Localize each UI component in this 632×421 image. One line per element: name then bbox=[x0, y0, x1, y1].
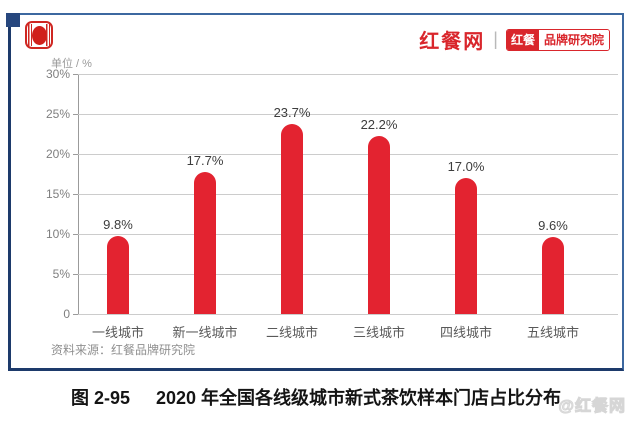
gridline bbox=[78, 314, 618, 315]
bar-value-label: 23.7% bbox=[273, 105, 311, 121]
x-category-label: 四线城市 bbox=[439, 325, 492, 340]
site-name: 红餐网 bbox=[419, 31, 486, 53]
y-axis-tick bbox=[73, 274, 78, 275]
y-tick-label: 30% bbox=[45, 67, 70, 81]
x-category-label: 五线城市 bbox=[526, 325, 579, 340]
y-axis-tick bbox=[73, 154, 78, 155]
x-category-label: 二线城市 bbox=[265, 325, 318, 340]
x-category-label: 三线城市 bbox=[352, 325, 405, 340]
figure-number: 图 2-95 bbox=[70, 388, 130, 408]
frame-corner-decoration bbox=[6, 13, 20, 27]
brand-badge: 红餐 品牌研究院 bbox=[505, 28, 610, 51]
bar-value-label: 9.6% bbox=[538, 218, 568, 234]
bar-value-label: 9.8% bbox=[103, 216, 133, 232]
bar-value-label: 17.0% bbox=[447, 159, 485, 174]
brand-divider: | bbox=[493, 29, 498, 49]
bar bbox=[368, 136, 390, 314]
bar bbox=[107, 235, 129, 314]
y-tick-label: 20% bbox=[45, 147, 70, 161]
watermark: @红餐网 bbox=[558, 398, 626, 416]
source-note: 资料来源：红餐品牌研究院 bbox=[51, 343, 196, 357]
chart-card: 红餐网 | 红餐 品牌研究院 单位 / % 30% 25% 20% 15% 10% 5% 0… bbox=[8, 13, 624, 371]
hongcan-logo-icon bbox=[25, 21, 53, 49]
y-tick-label: 0 bbox=[63, 307, 70, 321]
bar-value-label: 22.2% bbox=[360, 117, 398, 133]
y-axis-tick bbox=[73, 194, 78, 195]
logo-dot bbox=[31, 25, 47, 45]
badge-right-label: 品牌研究院 bbox=[538, 29, 609, 50]
figure-caption: 图 2-95 2020 年全国各线级城市新式茶饮样本门店占比分布 bbox=[0, 384, 632, 410]
y-axis-tick bbox=[73, 114, 78, 115]
y-axis-tick bbox=[73, 234, 78, 235]
gridline bbox=[78, 114, 618, 115]
bar-value-label: 17.7% bbox=[186, 153, 224, 169]
gridline bbox=[78, 234, 618, 235]
gridline bbox=[78, 74, 618, 75]
y-tick-label: 25% bbox=[45, 107, 70, 121]
y-tick-label: 5% bbox=[52, 267, 70, 281]
gridline bbox=[78, 274, 618, 275]
badge-left-label: 红餐 bbox=[506, 29, 539, 50]
y-tick-label: 10% bbox=[45, 227, 70, 241]
bar bbox=[281, 124, 303, 314]
plot-area: 30% 25% 20% 15% 10% 5% 0 9.8% 一线城市 17.7% 新一线城市 23.7… bbox=[46, 67, 618, 340]
gridline bbox=[78, 194, 618, 195]
y-tick-label: 15% bbox=[45, 187, 70, 201]
figure-title: 2020 年全国各线级城市新式茶饮样本门店占比分布 bbox=[155, 388, 562, 408]
x-category-label: 一线城市 bbox=[91, 325, 144, 340]
y-axis-tick bbox=[73, 314, 78, 315]
x-category-label: 新一线城市 bbox=[172, 325, 238, 340]
bar bbox=[194, 172, 216, 314]
gridline bbox=[78, 154, 618, 155]
y-axis-tick bbox=[73, 74, 78, 75]
brand-bar: 红餐网 | 红餐 品牌研究院 bbox=[419, 25, 610, 54]
y-axis-unit-label: 单位 / % bbox=[51, 58, 92, 70]
bar bbox=[455, 178, 477, 314]
bar bbox=[542, 237, 564, 314]
